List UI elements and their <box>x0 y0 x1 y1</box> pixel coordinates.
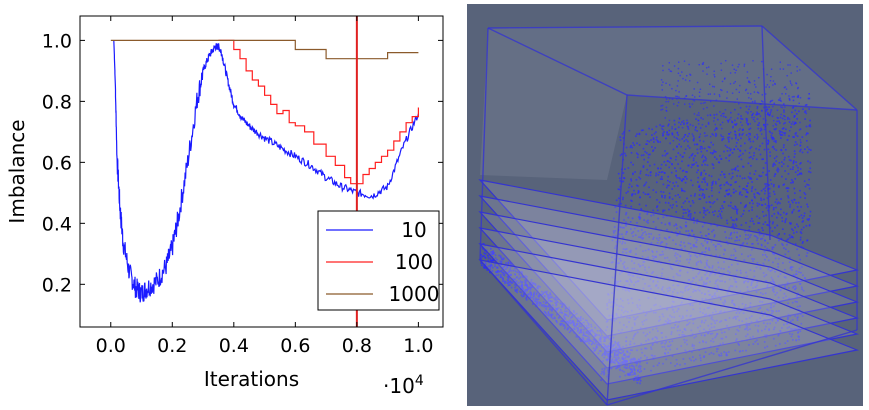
box-left-face <box>480 28 627 180</box>
x-scale-multiplier: ·104 <box>383 373 424 398</box>
box-edge <box>761 25 771 241</box>
series-line-1000 <box>110 39 419 60</box>
partition-layer <box>478 259 860 401</box>
box-edge <box>487 25 763 29</box>
box-edge <box>761 25 858 111</box>
box-edge <box>479 259 608 406</box>
y-tick-label: 1.0 <box>42 30 72 52</box>
x-tick-label: 0.4 <box>219 335 249 357</box>
box-edge <box>626 94 858 111</box>
y-tick-label: 0.2 <box>42 274 72 296</box>
x-tick-label: 1.0 <box>403 335 433 357</box>
y-tick-label: 0.8 <box>42 91 72 113</box>
axes-frame <box>79 15 444 328</box>
legend-label-10: 10 <box>401 218 426 242</box>
y-tick-label: 0.4 <box>42 213 72 235</box>
x-tick-label: 0.8 <box>342 335 372 357</box>
render-panel <box>467 4 863 406</box>
box-edge <box>479 27 489 261</box>
legend-label-100: 100 <box>395 250 433 274</box>
x-tick-label: 0.0 <box>96 335 126 357</box>
x-axis-label: Iterations <box>204 367 299 391</box>
partition-layer <box>478 243 860 385</box>
plot-area: 0.0 0.2 0.4 0.6 0.8 1.0 0.2 0.4 0.6 0.8 1.0 Iterati… <box>5 15 444 398</box>
x-tick-label: 0.2 <box>157 335 187 357</box>
y-axis-label: Imbalance <box>5 119 29 223</box>
x-tick-label: 0.6 <box>280 335 310 357</box>
series-line-100 <box>218 39 419 185</box>
box-edge <box>487 27 628 96</box>
y-tick-label: 0.6 <box>42 152 72 174</box>
legend-label-1000: 1000 <box>389 282 440 306</box>
box-edge <box>606 94 628 406</box>
box-edge <box>606 329 858 406</box>
series-line-10 <box>113 40 419 303</box>
